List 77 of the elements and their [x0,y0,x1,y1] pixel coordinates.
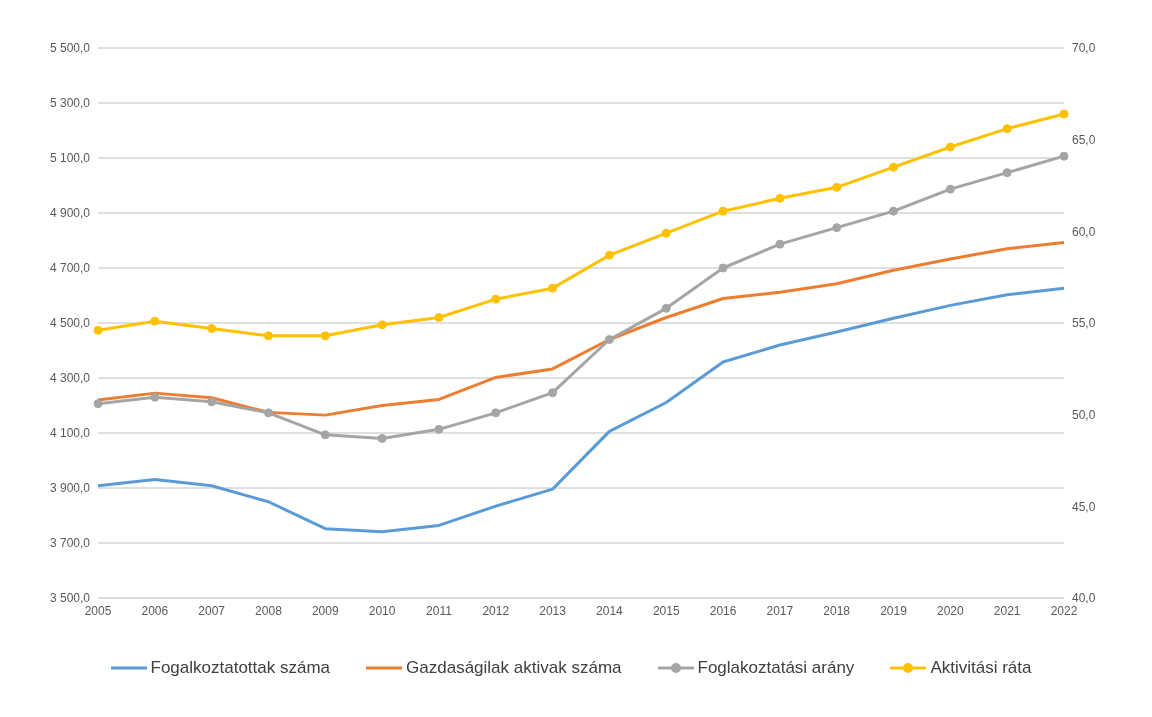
x-tick-label: 2009 [311,603,339,618]
point [548,283,558,293]
point [945,184,955,194]
point [377,320,387,330]
point [434,313,444,322]
y2-tick-label: 50,0 [1072,407,1096,422]
point [889,162,899,172]
y-tick-label: 4 300,0 [49,371,91,386]
y-tick-label: 4 100,0 [49,426,91,441]
x-tick-label: 2005 [84,603,112,618]
x-tick-label: 2011 [426,603,453,618]
y2-tick-label: 40,0 [1072,591,1096,606]
y-tick-label: 4 900,0 [49,206,91,221]
point [263,331,273,341]
y2-tick-label: 65,0 [1072,132,1096,147]
y2-tick-label: 60,0 [1072,224,1096,239]
x-tick-label: 2018 [823,603,851,618]
x-tick-label: 2021 [993,603,1021,618]
point [1002,124,1012,134]
point [775,239,785,249]
point [491,408,501,418]
x-tick-label: 2006 [141,603,169,618]
point [320,430,330,440]
point [320,331,330,341]
y-tick-label: 4 700,0 [49,261,91,276]
point [661,303,671,313]
point [207,324,217,333]
point [661,228,671,238]
x-tick-label: 2017 [766,603,794,618]
point [207,397,217,407]
y-tick-label: 5 300,0 [49,96,91,111]
point [1059,109,1069,119]
point [889,206,899,216]
point [150,316,160,326]
x-tick-label: 2020 [937,603,965,618]
x-tick-label: 2016 [709,603,737,618]
x-tick-label: 2019 [880,603,908,618]
point [832,182,842,192]
y-tick-label: 3 500,0 [49,591,91,606]
y2-tick-label: 55,0 [1072,316,1096,331]
y-tick-label: 4 500,0 [49,316,91,331]
point [150,392,160,402]
x-tick-label: 2008 [255,603,283,618]
point [604,250,614,260]
point [93,325,103,335]
point [1059,151,1069,161]
point [604,335,614,344]
point [491,294,501,304]
point [718,206,728,216]
x-tick-label: 2015 [652,603,680,618]
y-tick-label: 5 500,0 [49,41,91,56]
point [434,424,444,434]
point [718,263,728,273]
x-tick-label: 2012 [482,603,510,618]
x-tick-label: 2010 [368,603,396,618]
line-series [96,286,1066,534]
y2-tick-label: 45,0 [1072,499,1096,514]
y-tick-label: 3 700,0 [49,536,91,551]
legend-label: Gazdaságilak aktivak száma [406,658,622,678]
legend-label: Aktivitási ráta [930,658,1032,678]
point [1002,168,1012,178]
point [832,223,842,233]
point [945,142,955,152]
x-tick-label: 2013 [539,603,567,618]
point [263,408,273,418]
x-tick-label: 2007 [198,603,226,618]
legend-label: Fogalkoztatottak száma [150,658,331,678]
y-tick-label: 3 900,0 [49,481,91,496]
x-tick-label: 2014 [596,603,624,618]
y2-tick-label: 70,0 [1072,41,1096,56]
point [93,399,103,409]
point [548,388,558,398]
x-tick-label: 2022 [1050,603,1078,618]
point [775,193,785,203]
legend-label: Foglakoztatási arány [697,658,855,678]
y-tick-label: 5 100,0 [49,151,91,166]
point [377,434,387,443]
